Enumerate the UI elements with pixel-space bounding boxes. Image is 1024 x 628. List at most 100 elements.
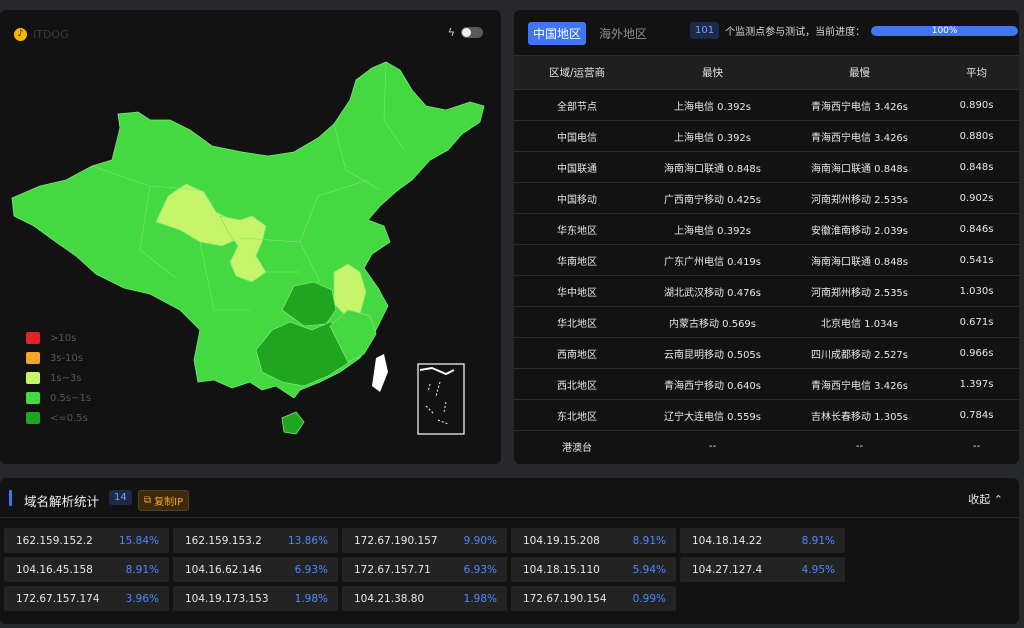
tab-overseas[interactable]: 海外地区 [599,27,648,41]
map-mode-toggle[interactable] [461,27,483,38]
legend-swatch [26,352,40,364]
ip-address: 162.159.152.2 [16,534,93,547]
cell-average: 0.541s [934,244,1019,276]
ip-chip[interactable]: 172.67.157.71 6.93% [342,557,507,582]
logo: ♪ ITDOG [14,28,69,41]
ip-address: 172.67.190.157 [354,534,438,547]
legend-item[interactable]: 1s~3s [26,368,91,388]
cell-slowest: 河南郑州移动 2.535s [785,275,934,307]
ip-chip[interactable]: 104.16.62.146 6.93% [173,557,338,582]
map-region-hubei-hunan[interactable] [281,281,337,327]
map-region-taiwan[interactable] [372,354,388,392]
stats-table: 区域/运营商 最快 最慢 平均 全部节点 上海电信 0.392s 青海西宁电信 3.… [514,55,1019,462]
cell-fastest: 上海电信 0.392s [640,89,785,121]
legend-item[interactable]: >10s [26,328,91,348]
table-row: 华东地区 上海电信 0.392s 安徽淮南移动 2.039s 0.846s [514,213,1019,245]
ip-chip[interactable]: 104.19.15.208 8.91% [511,528,676,553]
cell-fastest: 海南海口联通 0.848s [640,151,785,183]
cell-slowest: 河南郑州移动 2.535s [785,182,934,214]
ip-chip[interactable]: 172.67.190.157 9.90% [342,528,507,553]
ip-address: 172.67.190.154 [523,592,607,605]
ip-chip[interactable]: 162.159.152.2 15.84% [4,528,169,553]
progress-fill [871,25,1019,36]
ip-percentage: 8.91% [801,534,835,547]
table-row: 西南地区 云南昆明移动 0.505s 四川成都移动 2.527s 0.966s [514,337,1019,369]
map-region-southeast[interactable] [329,309,377,363]
cell-average: 1.030s [934,275,1019,307]
copy-ip-button[interactable]: ⧉ 复制IP [138,490,190,511]
column-header-slowest: 最慢 [785,55,934,90]
cell-average: 1.397s [934,368,1019,400]
test-progress: 101 个监测点参与测试，当前进度： 100% [690,22,1019,39]
column-header-average: 平均 [934,55,1019,90]
legend-label: 3s-10s [50,352,84,364]
cell-average: 0.846s [934,213,1019,245]
table-row: 中国移动 广西南宁移动 0.425s 河南郑州移动 2.535s 0.902s [514,182,1019,214]
ip-address: 104.18.15.110 [523,563,600,576]
cell-region: 华中地区 [514,275,640,307]
cell-slowest: 安徽淮南移动 2.039s [785,213,934,245]
table-row: 华南地区 广东广州电信 0.419s 海南海口联通 0.848s 0.541s [514,244,1019,276]
ip-chip[interactable]: 172.67.157.174 3.96% [4,586,169,611]
ip-percentage: 13.86% [287,534,328,547]
dns-count-badge: 14 [109,490,132,505]
table-row: 东北地区 辽宁大连电信 0.559s 吉林长春移动 1.305s 0.784s [514,399,1019,431]
ip-address: 104.19.15.208 [523,534,600,547]
cell-fastest: 云南昆明移动 0.505s [640,337,785,369]
ip-chip[interactable]: 104.27.127.4 4.95% [680,557,845,582]
cell-slowest: 北京电信 1.034s [785,306,934,338]
copy-ip-label: 复制IP [154,497,184,508]
cell-average: 0.848s [934,151,1019,183]
lightning-icon: ϟ [447,26,455,39]
cell-average: 0.902s [934,182,1019,214]
ip-chip[interactable]: 172.67.190.154 0.99% [511,586,676,611]
cell-fastest: 上海电信 0.392s [640,120,785,152]
table-header-row: 区域/运营商 最快 最慢 平均 [514,55,1019,90]
node-count-badge: 101 [690,22,720,39]
collapse-button[interactable]: 收起 ⌃ [968,491,1003,507]
legend-label: 1s~3s [50,372,82,384]
tab-china[interactable]: 中国地区 [528,22,587,45]
map-region-hainan[interactable] [281,411,305,435]
cell-average: 0.671s [934,306,1019,338]
ip-percentage: 6.93% [294,563,328,576]
cell-region: 华东地区 [514,213,640,245]
cell-slowest: 青海西宁电信 3.426s [785,120,934,152]
cell-slowest: 海南海口联通 0.848s [785,151,934,183]
cell-slowest: 青海西宁电信 3.426s [785,89,934,121]
cell-region: 中国移动 [514,182,640,214]
ip-address: 104.19.173.153 [185,592,269,605]
ip-list: 162.159.152.2 15.84% 162.159.153.2 13.86% 17… [4,528,845,611]
ip-percentage: 0.99% [632,592,666,605]
section-accent-bar [9,490,12,506]
ip-percentage: 9.90% [463,534,497,547]
ip-address: 104.16.45.158 [16,563,93,576]
ip-percentage: 4.95% [801,563,835,576]
legend-item[interactable]: 0.5s~1s [26,388,91,408]
legend-swatch [26,392,40,404]
map-toggle-group: ϟ [448,26,483,39]
china-latency-map[interactable] [0,10,501,464]
dns-stats-panel: 域名解析统计 14 ⧉ 复制IP 收起 ⌃ 162.159.152.2 15.84… [0,478,1019,624]
cell-fastest: -- [708,440,717,452]
cell-region: 中国电信 [514,120,640,152]
toggle-knob [462,28,471,37]
dns-title: 域名解析统计 [24,494,100,509]
ip-percentage: 3.96% [125,592,159,605]
ip-address: 104.18.14.22 [692,534,763,547]
ip-chip[interactable]: 104.21.38.80 1.98% [342,586,507,611]
ip-address: 104.21.38.80 [354,592,425,605]
map-region-anhui[interactable] [333,263,367,317]
ip-chip[interactable]: 162.159.153.2 13.86% [173,528,338,553]
legend-label: >10s [50,332,77,344]
ip-chip[interactable]: 104.16.45.158 8.91% [4,557,169,582]
ip-address: 104.27.127.4 [692,563,763,576]
ip-chip[interactable]: 104.18.15.110 5.94% [511,557,676,582]
legend-item[interactable]: 3s-10s [26,348,91,368]
ip-percentage: 1.98% [294,592,328,605]
copy-icon: ⧉ [144,495,152,506]
ip-chip[interactable]: 104.19.173.153 1.98% [173,586,338,611]
legend-item[interactable]: <=0.5s [26,408,91,428]
cell-average: -- [972,440,981,452]
ip-chip[interactable]: 104.18.14.22 8.91% [680,528,845,553]
